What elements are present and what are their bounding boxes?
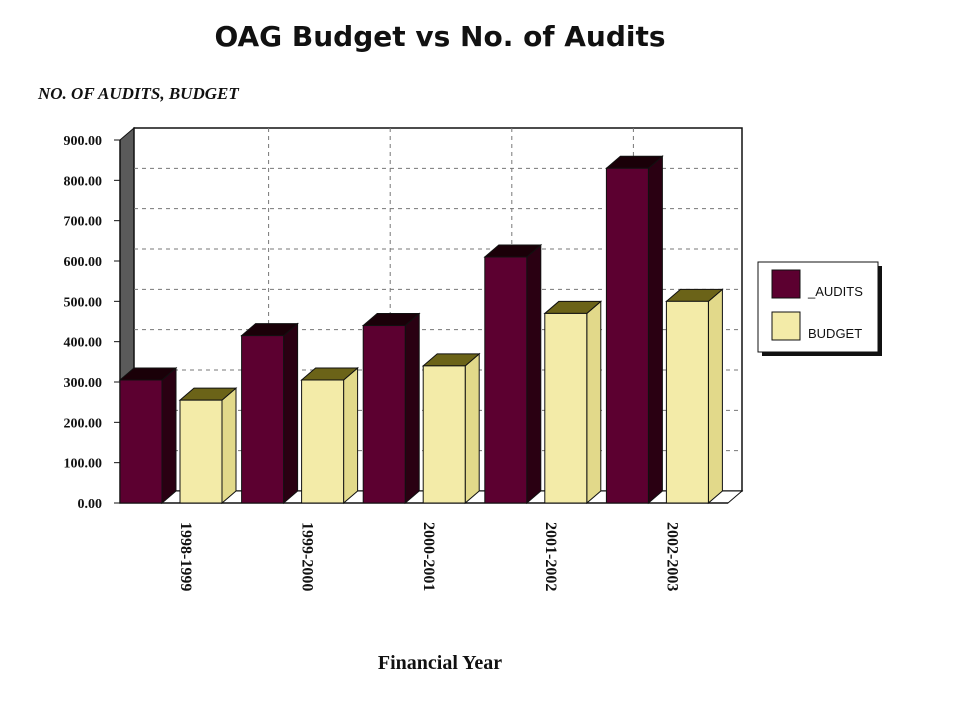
- legend-swatch-audits: [771, 269, 801, 299]
- y-tick-label: 300.00: [64, 376, 103, 391]
- bar-budget-side: [343, 366, 359, 505]
- bar-budget: [179, 399, 223, 504]
- bar-budget-side: [464, 352, 480, 505]
- x-axis-label: Financial Year: [377, 652, 503, 674]
- bar-budget: [422, 365, 466, 504]
- y-tick-label: 800.00: [64, 174, 103, 189]
- bar-budget-side: [707, 288, 723, 505]
- x-category-label: 1998-1999: [177, 522, 194, 591]
- bar-audits-side: [161, 366, 177, 505]
- bar-budget: [665, 300, 709, 504]
- bar-audits: [119, 379, 163, 504]
- bar-audits-side: [526, 243, 542, 505]
- bar-audits: [484, 256, 528, 504]
- bar-audits-side: [647, 155, 663, 505]
- legend-swatch-budget: [771, 311, 801, 341]
- y-tick-label: 900.00: [64, 134, 103, 149]
- y-tick-label: 400.00: [64, 336, 103, 351]
- legend-label: _AUDITS: [807, 284, 863, 299]
- bar-budget-side: [221, 387, 237, 505]
- bar-audits: [362, 325, 406, 504]
- y-tick-label: 100.00: [64, 457, 103, 472]
- y-axis-label: NO. OF AUDITS, BUDGET: [38, 84, 239, 103]
- y-tick-label: 700.00: [64, 215, 103, 230]
- bar-budget: [544, 312, 588, 504]
- x-category-label: 2000-2001: [420, 522, 437, 591]
- y-tick-label: 500.00: [64, 295, 103, 310]
- x-category-label: 2002-2003: [663, 522, 680, 591]
- bar-budget-side: [586, 300, 602, 505]
- bar-audits-side: [283, 322, 299, 505]
- bar-audits: [241, 335, 285, 504]
- x-category-label: 1999-2000: [299, 522, 316, 591]
- y-tick-label: 200.00: [64, 416, 103, 431]
- y-tick-label: 600.00: [64, 255, 103, 270]
- legend-label: BUDGET: [808, 326, 862, 341]
- bar-audits: [605, 167, 649, 504]
- y-tick-label: 0.00: [78, 497, 103, 512]
- chart-title: OAG Budget vs No. of Audits: [214, 20, 666, 53]
- bar-audits-side: [404, 312, 420, 505]
- x-category-label: 2001-2002: [542, 522, 559, 591]
- bar-budget: [301, 379, 345, 504]
